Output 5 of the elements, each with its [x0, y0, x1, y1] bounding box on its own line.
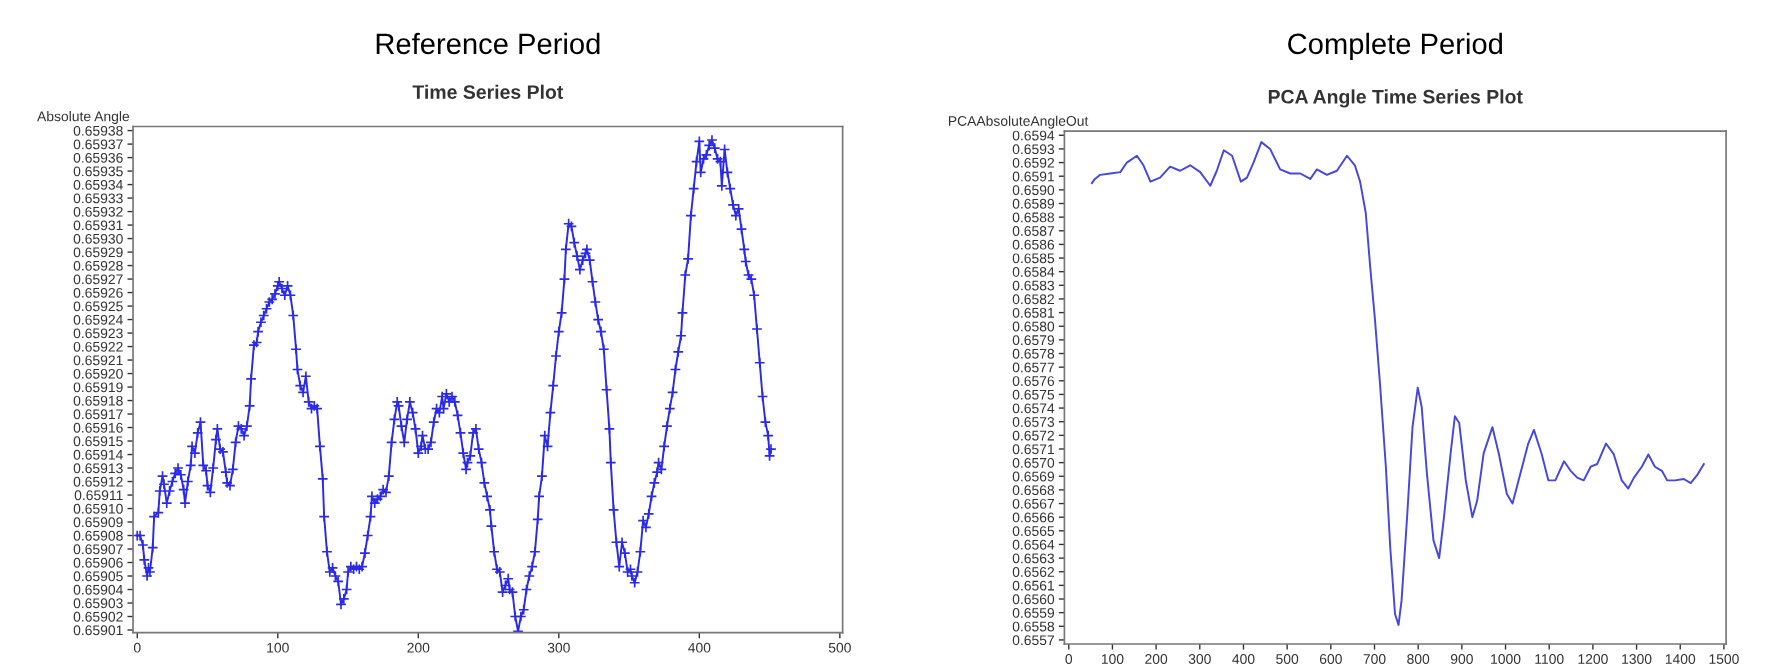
chart-title: Complete Period — [1288, 32, 1502, 60]
chart-subtitle: PCA Angle Time Series Plot — [1268, 89, 1523, 108]
line-series — [1090, 141, 1705, 626]
chart-title: Reference Period — [376, 32, 600, 55]
chart-subtitle: Time Series Plot — [412, 84, 564, 99]
